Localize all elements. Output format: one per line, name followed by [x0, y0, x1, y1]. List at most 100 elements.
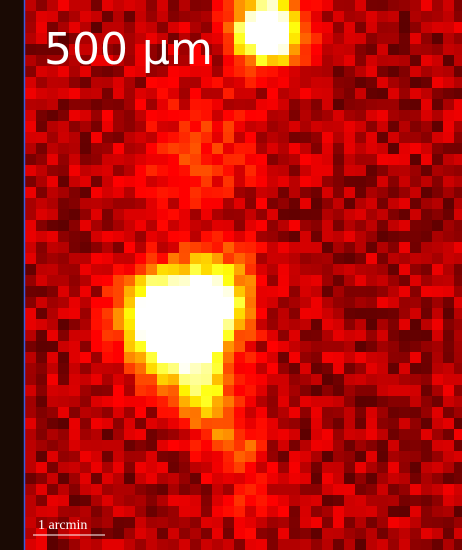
pixel: [388, 187, 399, 198]
pixel: [278, 55, 289, 66]
pixel: [245, 0, 256, 11]
pixel: [102, 198, 113, 209]
pixel: [212, 209, 223, 220]
pixel: [58, 143, 69, 154]
pixel: [399, 0, 410, 11]
pixel: [300, 242, 311, 253]
pixel: [113, 99, 124, 110]
pixel: [58, 330, 69, 341]
pixel: [234, 0, 245, 11]
pixel: [333, 484, 344, 495]
pixel: [113, 352, 124, 363]
pixel: [245, 143, 256, 154]
pixel: [366, 539, 377, 550]
pixel: [355, 297, 366, 308]
pixel: [256, 33, 267, 44]
pixel: [80, 242, 91, 253]
pixel: [355, 220, 366, 231]
pixel: [47, 209, 58, 220]
pixel: [190, 121, 201, 132]
pixel: [311, 165, 322, 176]
pixel: [80, 143, 91, 154]
pixel: [355, 11, 366, 22]
pixel: [322, 154, 333, 165]
pixel: [289, 517, 300, 528]
pixel: [267, 209, 278, 220]
pixel: [201, 143, 212, 154]
pixel: [102, 539, 113, 550]
pixel: [443, 110, 454, 121]
pixel: [135, 484, 146, 495]
pixel: [344, 297, 355, 308]
pixel: [47, 264, 58, 275]
pixel: [223, 132, 234, 143]
pixel: [278, 220, 289, 231]
pixel: [278, 440, 289, 451]
pixel: [234, 528, 245, 539]
pixel: [168, 319, 179, 330]
pixel: [344, 220, 355, 231]
pixel: [69, 209, 80, 220]
pixel: [91, 132, 102, 143]
pixel: [388, 220, 399, 231]
pixel: [432, 528, 443, 539]
pixel: [443, 66, 454, 77]
pixel: [366, 418, 377, 429]
pixel: [47, 297, 58, 308]
pixel: [454, 187, 462, 198]
pixel: [344, 77, 355, 88]
pixel: [124, 143, 135, 154]
pixel: [102, 132, 113, 143]
pixel: [91, 429, 102, 440]
pixel: [388, 297, 399, 308]
pixel: [69, 275, 80, 286]
pixel: [47, 231, 58, 242]
pixel: [421, 286, 432, 297]
pixel: [289, 319, 300, 330]
pixel: [421, 473, 432, 484]
pixel: [289, 165, 300, 176]
pixel: [377, 231, 388, 242]
pixel: [135, 407, 146, 418]
pixel: [410, 99, 421, 110]
pixel: [443, 187, 454, 198]
pixel: [80, 418, 91, 429]
pixel: [399, 264, 410, 275]
pixel: [135, 220, 146, 231]
pixel: [69, 253, 80, 264]
pixel: [311, 528, 322, 539]
pixel: [256, 220, 267, 231]
pixel: [421, 88, 432, 99]
pixel: [256, 517, 267, 528]
pixel: [278, 539, 289, 550]
pixel: [289, 462, 300, 473]
pixel: [454, 308, 462, 319]
pixel: [190, 286, 201, 297]
pixel: [201, 286, 212, 297]
pixel: [410, 77, 421, 88]
pixel: [245, 330, 256, 341]
pixel: [267, 330, 278, 341]
pixel: [80, 374, 91, 385]
pixel: [289, 418, 300, 429]
wavelength-label: 500 μm: [44, 24, 213, 75]
pixel: [212, 44, 223, 55]
pixel: [333, 110, 344, 121]
pixel: [366, 352, 377, 363]
pixel: [135, 440, 146, 451]
pixel: [102, 143, 113, 154]
pixel: [410, 374, 421, 385]
pixel: [135, 88, 146, 99]
pixel: [124, 495, 135, 506]
pixel: [190, 77, 201, 88]
pixel: [36, 187, 47, 198]
pixel: [454, 132, 462, 143]
pixel: [399, 385, 410, 396]
pixel: [289, 143, 300, 154]
pixel: [256, 352, 267, 363]
pixel: [157, 121, 168, 132]
pixel: [366, 451, 377, 462]
pixel: [267, 143, 278, 154]
pixel: [124, 473, 135, 484]
pixel: [223, 33, 234, 44]
